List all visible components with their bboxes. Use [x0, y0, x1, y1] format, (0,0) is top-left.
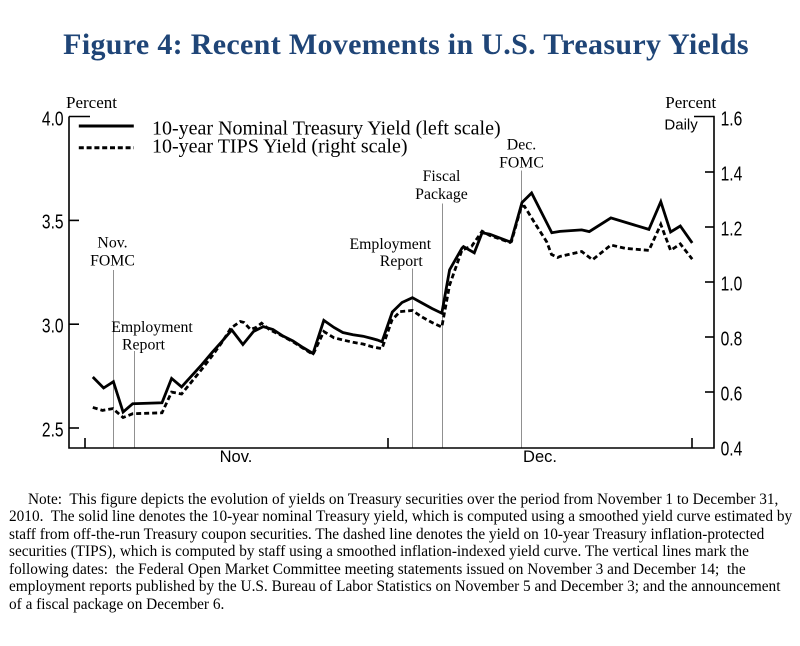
- svg-text:Employment: Employment: [349, 236, 431, 253]
- svg-text:1.0: 1.0: [721, 272, 743, 294]
- svg-text:Report: Report: [380, 253, 424, 270]
- svg-text:Daily: Daily: [664, 117, 698, 134]
- svg-text:Nov.: Nov.: [97, 235, 127, 252]
- svg-text:2.5: 2.5: [42, 418, 64, 440]
- svg-text:FOMC: FOMC: [90, 253, 135, 270]
- svg-text:0.8: 0.8: [721, 327, 743, 349]
- svg-text:Dec.: Dec.: [507, 137, 536, 154]
- svg-text:3.0: 3.0: [42, 315, 64, 337]
- svg-text:Dec.: Dec.: [523, 448, 557, 466]
- svg-text:1.4: 1.4: [721, 162, 743, 184]
- svg-text:0.4: 0.4: [721, 437, 743, 459]
- svg-text:10-year Nominal Treasury Yield: 10-year Nominal Treasury Yield (left sca…: [152, 117, 501, 139]
- svg-text:0.6: 0.6: [721, 382, 743, 404]
- svg-text:1.2: 1.2: [721, 217, 743, 239]
- svg-text:FOMC: FOMC: [499, 155, 544, 172]
- svg-text:1.6: 1.6: [721, 107, 743, 129]
- svg-text:3.5: 3.5: [42, 211, 64, 233]
- svg-text:Report: Report: [122, 337, 166, 354]
- svg-text:4.0: 4.0: [42, 107, 64, 129]
- svg-text:Percent: Percent: [665, 93, 716, 112]
- svg-text:Fiscal: Fiscal: [423, 168, 461, 185]
- svg-text:Percent: Percent: [66, 93, 117, 112]
- svg-text:Nov.: Nov.: [220, 448, 253, 466]
- svg-text:Package: Package: [415, 186, 468, 203]
- svg-text:Employment: Employment: [111, 319, 193, 336]
- svg-text:10-year TIPS Yield (right scal: 10-year TIPS Yield (right scale): [152, 135, 408, 157]
